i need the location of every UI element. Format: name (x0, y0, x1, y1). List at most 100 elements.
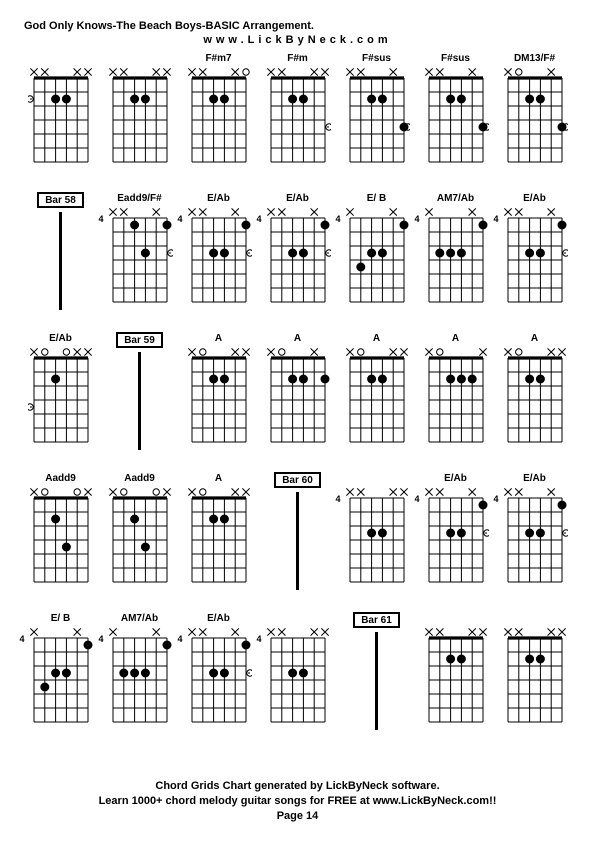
grid-cell: 4 (340, 472, 413, 606)
chord-label: A (215, 332, 222, 346)
bar-line (59, 212, 62, 310)
chord-diagram (107, 486, 173, 596)
chord-diagram (28, 66, 94, 176)
grid-cell: E/ B4 (24, 612, 97, 746)
chord-label: F#m (287, 52, 308, 66)
grid-cell: Bar 59 (103, 332, 176, 466)
chord-diagram (423, 346, 489, 456)
chord-diagram (344, 346, 410, 456)
bar-label: Bar 59 (116, 332, 163, 348)
chord-diagram: 4 (186, 206, 252, 316)
chord-label: E/ B (367, 192, 386, 206)
grid-cell: E/Ab (24, 332, 97, 466)
bar-line (138, 352, 141, 450)
fret-number: 4 (415, 494, 420, 504)
chord-label (533, 612, 536, 626)
grid-cell: Bar 61 (340, 612, 413, 746)
grid-cell: AM7/Ab4 (103, 612, 176, 746)
fret-number: 4 (336, 494, 341, 504)
grid-cell: F#sus (419, 52, 492, 186)
chord-diagram (502, 346, 568, 456)
grid-cell: E/Ab4 (498, 472, 571, 606)
grid-cell (103, 52, 176, 186)
grid-cell: F#m (261, 52, 334, 186)
bar-label: Bar 61 (353, 612, 400, 628)
grid-cell: E/Ab4 (182, 612, 255, 746)
grid-cell: E/Ab4 (498, 192, 571, 326)
chord-label: E/Ab (207, 612, 230, 626)
chord-label: DM13/F# (514, 52, 555, 66)
chord-diagram: 4 (107, 626, 173, 736)
grid-cell: E/Ab4 (261, 192, 334, 326)
chord-label (375, 472, 378, 486)
header: God Only Knows-The Beach Boys-BASIC Arra… (24, 20, 571, 46)
bar-label: Bar 60 (274, 472, 321, 488)
chord-label (138, 52, 141, 66)
grid-cell: E/ B4 (340, 192, 413, 326)
chord-diagram (107, 66, 173, 176)
chord-label (296, 612, 299, 626)
chord-diagram: 4 (344, 486, 410, 596)
grid-cell: F#m7 (182, 52, 255, 186)
chord-label: E/Ab (523, 472, 546, 486)
chord-diagram (265, 66, 331, 176)
chord-diagram: 4 (423, 206, 489, 316)
fret-number: 4 (99, 214, 104, 224)
grid-cell: Aadd9 (103, 472, 176, 606)
grid-cell: A (182, 332, 255, 466)
chord-label: F#sus (362, 52, 391, 66)
chord-grid: F#m7 F#m F#sus F#sus DM13/F# Bar 58 Eadd9/F#4 E… (24, 52, 571, 746)
chord-label: E/Ab (49, 332, 72, 346)
page-title: God Only Knows-The Beach Boys-BASIC Arra… (24, 20, 571, 32)
grid-cell: A (182, 472, 255, 606)
fret-number: 4 (178, 214, 183, 224)
chord-diagram (265, 346, 331, 456)
chord-label (454, 612, 457, 626)
chord-label: E/ B (51, 612, 70, 626)
chord-label: A (215, 472, 222, 486)
grid-cell: F#sus (340, 52, 413, 186)
grid-cell: Eadd9/F#4 (103, 192, 176, 326)
chord-diagram (344, 66, 410, 176)
chord-label: E/Ab (444, 472, 467, 486)
chord-label: E/Ab (523, 192, 546, 206)
footer-line2: Learn 1000+ chord melody guitar songs fo… (0, 794, 595, 809)
footer-line1: Chord Grids Chart generated by LickByNec… (0, 779, 595, 794)
grid-cell: A (498, 332, 571, 466)
chord-diagram: 4 (28, 626, 94, 736)
bar-label: Bar 58 (37, 192, 84, 208)
chord-diagram: 4 (186, 626, 252, 736)
grid-cell (498, 612, 571, 746)
chord-diagram (423, 66, 489, 176)
grid-cell (24, 52, 97, 186)
grid-cell: AM7/Ab4 (419, 192, 492, 326)
chord-diagram: 4 (502, 206, 568, 316)
grid-cell: Bar 60 (261, 472, 334, 606)
chord-diagram (502, 66, 568, 176)
chord-diagram (28, 486, 94, 596)
chord-diagram: 4 (344, 206, 410, 316)
fret-number: 4 (415, 214, 420, 224)
chord-label: E/Ab (207, 192, 230, 206)
chord-diagram: 4 (265, 206, 331, 316)
fret-number: 4 (257, 634, 262, 644)
chord-label: F#sus (441, 52, 470, 66)
grid-cell: A (261, 332, 334, 466)
chord-diagram: 4 (423, 486, 489, 596)
chord-diagram: 4 (107, 206, 173, 316)
chord-label: Aadd9 (45, 472, 76, 486)
fret-number: 4 (178, 634, 183, 644)
grid-cell: DM13/F# (498, 52, 571, 186)
chord-diagram (502, 626, 568, 736)
grid-cell: 4 (261, 612, 334, 746)
chord-label: E/Ab (286, 192, 309, 206)
footer-page: Page 14 (0, 809, 595, 824)
chord-diagram (186, 486, 252, 596)
chord-label: A (531, 332, 538, 346)
grid-cell: E/Ab4 (419, 472, 492, 606)
header-url: www.LickByNeck.com (24, 34, 571, 46)
bar-line (375, 632, 378, 730)
fret-number: 4 (336, 214, 341, 224)
chord-label: Aadd9 (124, 472, 155, 486)
fret-number: 4 (20, 634, 25, 644)
